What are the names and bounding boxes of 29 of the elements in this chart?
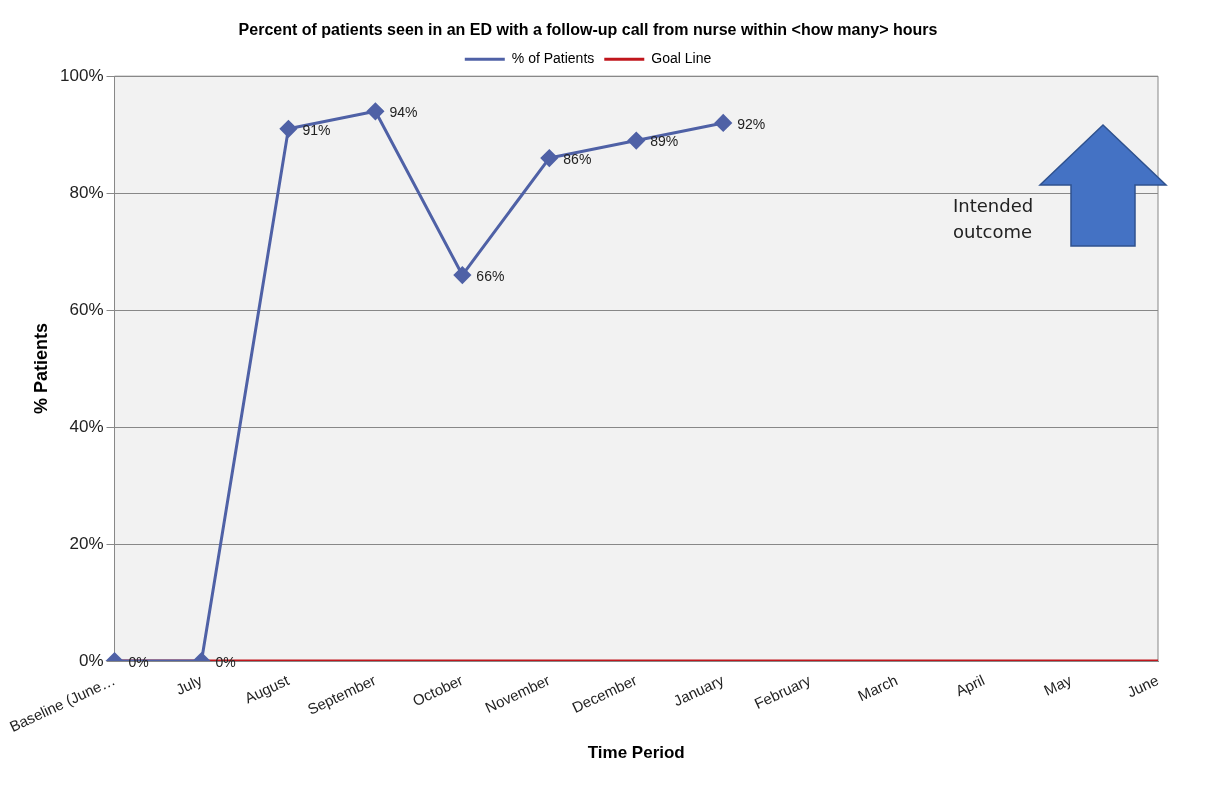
point — [540, 149, 558, 167]
y-tick-label: 0% — [78, 650, 104, 670]
x-axis-title: Time Period — [587, 743, 685, 763]
data-label: 89% — [650, 133, 679, 150]
data-label: 94% — [389, 104, 418, 121]
data-label: 92% — [737, 115, 766, 132]
y-tick-label: 60% — [69, 299, 104, 319]
x-tick-label: May — [1041, 671, 1075, 699]
y-axis-title: % Patients — [31, 323, 52, 415]
x-tick-label: March — [855, 671, 901, 705]
point — [627, 132, 645, 150]
y-tick-label: 40% — [69, 416, 104, 436]
annotation: Intended outcome — [953, 194, 1035, 244]
y-tick-label: 100% — [60, 65, 104, 85]
x-tick-label: April — [952, 671, 988, 700]
data-label: 66% — [476, 267, 505, 284]
legend-label: Goal Line — [651, 50, 712, 67]
y-tick-label: 20% — [69, 533, 104, 553]
x-tick-label: June — [1124, 671, 1162, 701]
data-label: 91% — [302, 121, 331, 138]
chart-title: Percent of patients seen in an ED with a follow-up call from nurse within <how many> hours — [238, 21, 938, 39]
point — [714, 114, 732, 132]
data-label: 86% — [563, 150, 592, 167]
x-tick-label: July — [173, 671, 205, 698]
point — [453, 266, 471, 284]
point — [279, 120, 297, 138]
y-tick-label: 80% — [69, 182, 104, 202]
legend-label: % of Patients — [511, 50, 595, 67]
point — [366, 102, 384, 120]
